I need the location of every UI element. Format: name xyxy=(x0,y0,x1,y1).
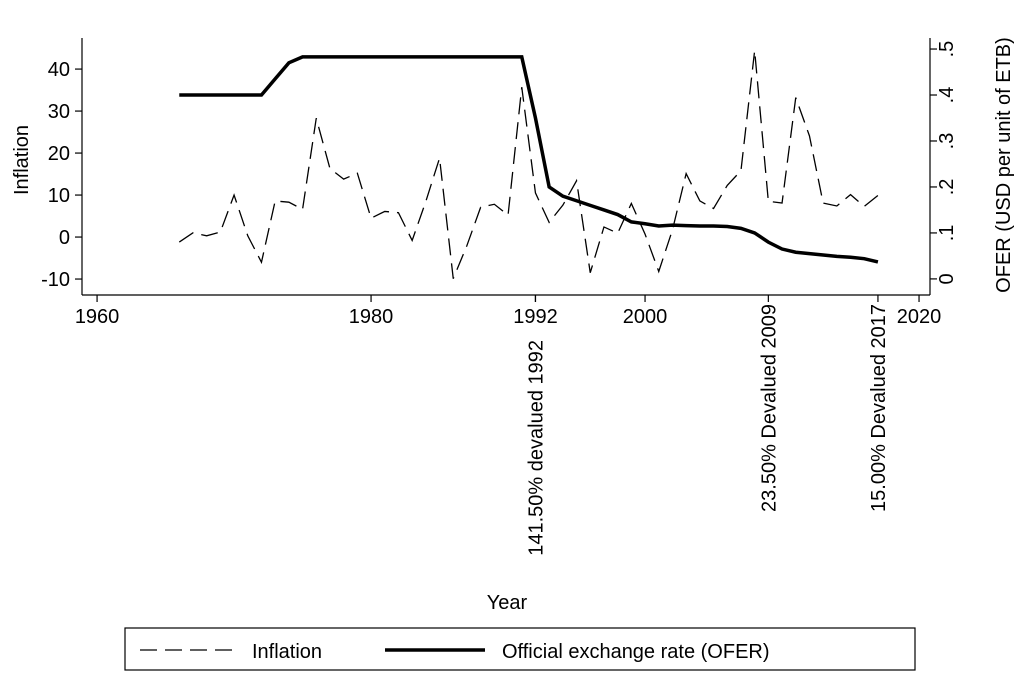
annotation: 15.00% Devalued 2017 xyxy=(868,304,890,512)
y2-tick-label: .5 xyxy=(936,41,958,58)
y-tick-label: 20 xyxy=(48,143,70,165)
x-tick-label: 1980 xyxy=(349,306,394,328)
y2-axis-label: OFER (USD per unit of ETB) xyxy=(993,37,1015,293)
annotation: 141.50% devalued 1992 xyxy=(525,340,547,556)
y-tick-label: 10 xyxy=(48,185,70,207)
y-tick-label: 40 xyxy=(48,59,70,81)
x-tick-label: 2020 xyxy=(897,306,942,328)
x-tick-label: 1960 xyxy=(75,306,120,328)
y-tick-label: 0 xyxy=(59,227,70,249)
legend-box xyxy=(124,627,916,671)
annotation: 23.50% Devalued 2009 xyxy=(758,304,780,512)
legend-label: Inflation xyxy=(252,641,322,663)
y2-tick-label: 0 xyxy=(936,273,958,284)
y-axis-label: Inflation xyxy=(11,125,33,195)
legend-label: Official exchange rate (OFER) xyxy=(502,641,770,663)
y2-tick-label: .1 xyxy=(936,225,958,242)
y-tick-label: -10 xyxy=(41,269,70,291)
x-tick-label: 2000 xyxy=(623,306,668,328)
x-tick-label: 1992 xyxy=(513,306,558,328)
x-axis-label: Year xyxy=(487,592,528,614)
y2-tick-label: .4 xyxy=(936,87,958,104)
y2-tick-label: .2 xyxy=(936,179,958,196)
y-tick-label: 30 xyxy=(48,101,70,123)
inflation-line xyxy=(178,50,879,279)
y2-tick-label: .3 xyxy=(936,133,958,150)
ofer-line xyxy=(179,55,879,264)
